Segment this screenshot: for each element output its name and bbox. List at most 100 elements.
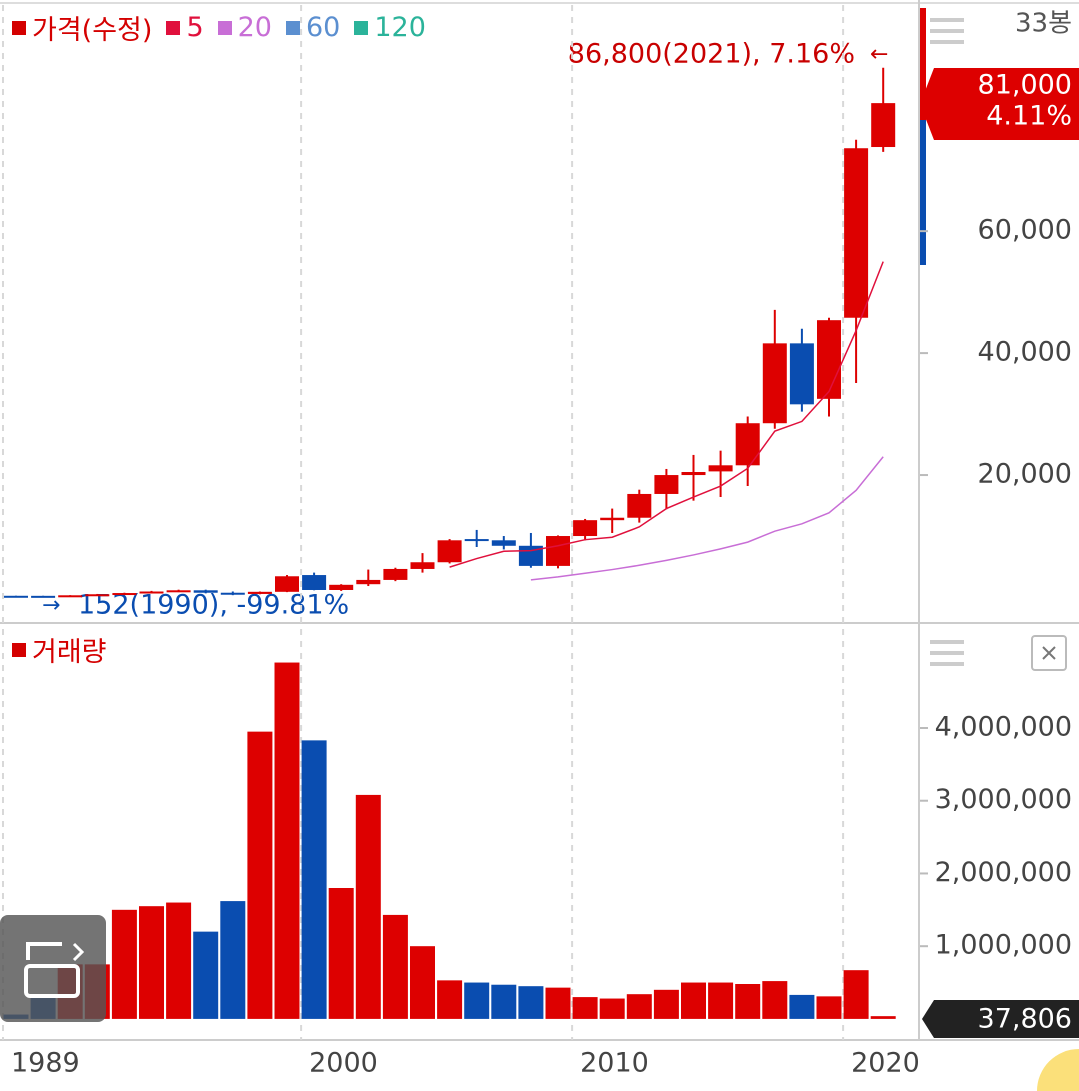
moving-average	[449, 261, 884, 568]
legend: 거래량	[12, 630, 107, 669]
candle-body	[464, 539, 489, 542]
candle-body	[85, 594, 110, 597]
volume-bar	[816, 996, 842, 1019]
volume-bar	[681, 982, 706, 1019]
volume-bar	[193, 931, 219, 1019]
scroll-indicator	[920, 8, 926, 120]
legend-swatch	[217, 20, 232, 35]
y-tick-label: 20,000	[978, 459, 1072, 490]
x-tick-label: 2000	[309, 1048, 378, 1079]
candle-body	[437, 540, 462, 563]
volume-bar	[220, 901, 246, 1019]
legend-swatch	[285, 20, 300, 35]
candle-body	[491, 540, 516, 546]
candle-body	[762, 343, 787, 424]
candle-body	[573, 520, 598, 537]
volume-bar	[111, 909, 137, 1019]
y-tick-label: 4,000,000	[935, 712, 1072, 743]
candle-body	[627, 493, 652, 518]
scroll-indicator	[920, 120, 926, 265]
volume-bar	[572, 997, 598, 1019]
candle-body	[383, 568, 408, 580]
candle-body	[681, 472, 706, 476]
candle-body	[247, 591, 272, 594]
candle-body	[600, 517, 625, 521]
x-tick-label: 1989	[11, 1048, 80, 1079]
volume-bar	[355, 794, 381, 1019]
candle-body	[193, 590, 218, 593]
candle-body	[871, 103, 896, 148]
volume-bar	[789, 994, 815, 1019]
menu-icon[interactable]	[930, 18, 964, 44]
volume-bar	[491, 984, 517, 1019]
legend-item: 20	[217, 12, 272, 43]
bar-count: 33봉	[1015, 9, 1072, 39]
legend-item: 5	[166, 12, 204, 43]
legend-label: 60	[305, 12, 341, 43]
legend-item: 120	[354, 12, 426, 43]
last-volume: 37,806	[978, 1004, 1072, 1035]
volume-bar	[247, 731, 273, 1019]
y-tick-label: 60,000	[978, 215, 1072, 246]
legend-label: 5	[186, 12, 204, 43]
volume-bar	[166, 902, 192, 1019]
menu-icon[interactable]	[930, 640, 964, 666]
volume-bar	[518, 986, 544, 1019]
x-tick-label: 2010	[580, 1048, 649, 1079]
candle-body	[4, 595, 28, 598]
candle-body	[220, 592, 245, 595]
candle-body	[302, 575, 327, 590]
volume-bar	[708, 982, 734, 1019]
arrow: ←	[870, 42, 888, 67]
legend-item: 가격(수정)	[12, 8, 152, 47]
legend-swatch	[12, 20, 26, 35]
legend-label: 가격(수정)	[32, 15, 153, 46]
x-tick-label: 2020	[851, 1048, 920, 1079]
volume-bar	[139, 906, 164, 1019]
legend-label: 거래량	[32, 637, 107, 668]
y-tick-label: 2,000,000	[935, 857, 1072, 888]
volume-bar	[599, 998, 625, 1019]
high-annotation: 86,800(2021), 7.16%	[568, 39, 855, 70]
volume-bar	[410, 946, 435, 1019]
candle-body	[356, 579, 381, 585]
rotate-button[interactable]	[0, 915, 106, 1022]
candle-body	[844, 148, 869, 318]
moving-average	[530, 456, 884, 581]
volume-bar	[464, 982, 490, 1019]
volume-bar	[626, 994, 652, 1019]
legend-label: 20	[237, 12, 272, 43]
candle-body	[166, 590, 191, 593]
candle-body	[654, 475, 679, 494]
volume-bar	[735, 984, 761, 1019]
last-change: 4.11%	[986, 101, 1072, 132]
volume-bar	[437, 980, 463, 1019]
candle-body	[275, 576, 299, 592]
volume-bar	[328, 888, 354, 1019]
y-tick-label: 40,000	[978, 337, 1072, 368]
candle-body	[31, 595, 56, 598]
volume-bar	[762, 981, 788, 1019]
arrow: →	[42, 593, 60, 618]
legend-label: 120	[374, 12, 426, 43]
volume-tag	[922, 1000, 1079, 1038]
volume-bar	[545, 987, 571, 1019]
legend-swatch	[166, 20, 181, 35]
volume-bar	[274, 662, 300, 1019]
volume-bar	[301, 740, 327, 1019]
candle-body	[708, 465, 733, 472]
candle-body	[410, 562, 435, 569]
candle-body	[139, 591, 164, 594]
candle-body	[329, 584, 354, 590]
volume-bar	[870, 1016, 896, 1019]
legend-item: 60	[285, 12, 341, 43]
candle-body	[58, 595, 83, 598]
candle-body	[817, 320, 841, 399]
legend-swatch	[354, 20, 369, 35]
last-price: 81,000	[978, 70, 1072, 101]
volume-bar	[653, 989, 679, 1019]
y-tick-label: 3,000,000	[935, 784, 1072, 815]
close-button[interactable]	[1031, 635, 1067, 671]
